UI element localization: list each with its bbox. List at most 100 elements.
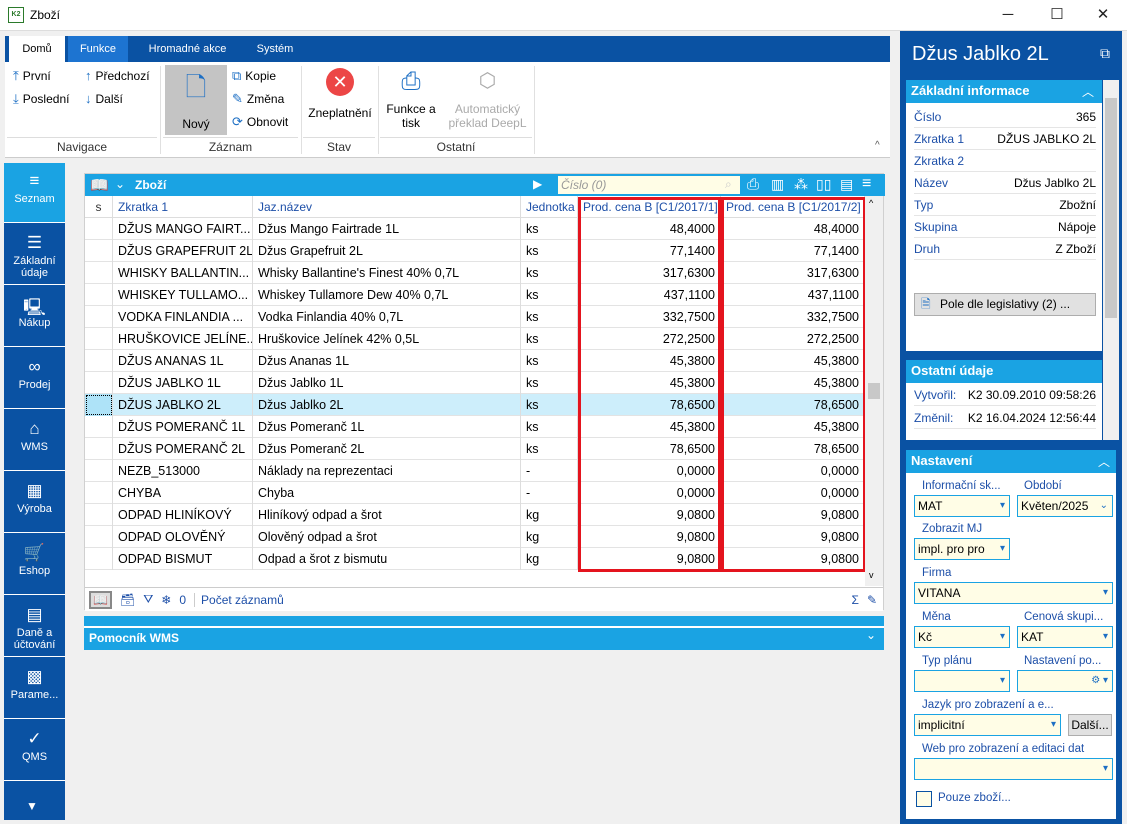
dropdown-icon[interactable]: ▾ [1102,587,1108,598]
table-row[interactable]: DŽUS POMERANČ 1L Džus Pomeranč 1L ks 45,380… [85,416,865,438]
edit-pencil-icon[interactable]: ✎ [866,592,877,607]
table-row[interactable]: CHYBA Chyba -0,0000 0,0000 [85,482,865,504]
scrollbar-thumb[interactable] [868,383,880,399]
mj-input[interactable]: impl. pro pro ▾ [914,538,1010,560]
row-selector[interactable] [85,372,113,394]
chevron-down-icon[interactable]: ⌄ [115,177,126,191]
setting-input[interactable]: ⚙ ▾ [1017,670,1113,692]
printer-icon[interactable]: ⎙ [747,176,760,193]
snowflake-icon[interactable]: ❄ [161,592,172,607]
column-header-2[interactable]: Jaz.název [253,196,521,218]
row-selector[interactable] [85,350,113,372]
row-selector[interactable] [85,218,113,240]
currency-input[interactable]: Kč ▾ [914,626,1010,648]
row-selector[interactable] [85,504,113,526]
basic-info-header[interactable]: Základní informace [906,80,1102,103]
excel-icon[interactable]: ▤ [840,176,854,192]
deepl-button[interactable]: ⬡ Automatický překlad DeepL [445,68,530,130]
maximize-button[interactable]: ☐ [1050,6,1064,23]
nav-more-icon[interactable]: ▼ [26,799,38,813]
column-header-0[interactable]: s [85,196,113,218]
info-input[interactable]: MAT ▾ [914,495,1010,517]
row-selector[interactable] [85,284,113,306]
scroll-down-icon[interactable]: v [869,570,874,580]
record-count-button[interactable]: Počet záznamů [194,592,284,607]
row-selector[interactable] [85,262,113,284]
new-button[interactable]: 🗋 Nový [165,65,227,135]
row-selector[interactable] [85,460,113,482]
tab-hromadne-akce[interactable]: Hromadné akce [148,43,227,55]
copy-button[interactable]: ⧉ Kopie [232,68,276,84]
row-selector[interactable] [85,482,113,504]
row-selector[interactable] [85,394,113,416]
detail-scrollbar[interactable] [1103,80,1119,440]
last-button[interactable]: ⤓ Poslední [13,91,69,107]
dropdown-icon[interactable]: ▾ [999,500,1005,511]
row-selector[interactable] [85,548,113,570]
dropdown-icon[interactable]: ▾ [1050,719,1056,730]
row-selector[interactable] [85,416,113,438]
nav-item-3[interactable]: ∞ Prodej [4,349,65,409]
row-selector[interactable] [85,306,113,328]
first-button[interactable]: ⤒ První [13,68,51,84]
table-row[interactable]: HRUŠKOVICE JELÍNE... Hruškovice Jelínek 4… [85,328,865,350]
search-input[interactable]: Číslo (0) [558,176,740,194]
dropdown-icon[interactable]: ⚙ ▾ [1091,675,1108,686]
dropdown-icon[interactable]: ▾ [999,675,1005,686]
close-button[interactable]: ✕ [1096,6,1110,23]
row-selector[interactable] [85,526,113,548]
book-icon[interactable]: 📖 [90,177,109,194]
table-row[interactable]: DŽUS JABLKO 2L Džus Jablko 2L ks 78,6500 78,… [85,394,865,416]
play-icon[interactable]: ▶ [533,177,543,191]
collapse-icon[interactable]: ︿ [1082,85,1095,99]
nav-item-9[interactable]: ✓ QMS [4,721,65,781]
legislation-button[interactable]: 🗎 Pole dle legislativy (2) ... [914,293,1096,316]
scrollbar-thumb[interactable] [1105,98,1117,318]
web-input[interactable]: ▾ [914,758,1113,780]
table-row[interactable]: DŽUS MANGO FAIRT... Džus Mango Fairtrade … [85,218,865,240]
table-row[interactable]: VODKA FINLANDIA ... Vodka Finlandia 40% 0… [85,306,865,328]
collapse-icon[interactable]: ︿ [1098,455,1111,469]
table-row[interactable]: ODPAD HLINÍKOVÝ Hliníkový odpad a šrot kg 9… [85,504,865,526]
nav-item-7[interactable]: ▤ Daně a účtování [4,597,65,657]
next-button[interactable]: ↓ Další [85,91,123,106]
table-row[interactable]: ODPAD OLOVĚNÝ Olověný odpad a šrot kg 9,080… [85,526,865,548]
scroll-up-icon[interactable]: ^ [869,198,874,208]
edit-button[interactable]: ✎ Změna [232,91,284,107]
nav-item-5[interactable]: ▦ Výroba [4,473,65,533]
table-row[interactable]: WHISKY BALLANTIN... Whisky Ballantine's F… [85,262,865,284]
previous-button[interactable]: ↑ Předchozí [85,68,150,83]
period-input[interactable]: Květen/2025 ⌄ [1017,495,1113,517]
nav-item-2[interactable]: 🖳 Nákup [4,287,65,347]
columns-icon[interactable]: ▯▯ [816,176,832,192]
tab-system[interactable]: Systém [256,43,294,55]
table-row[interactable]: DŽUS POMERANČ 2L Džus Pomeranč 2L ks 78,650… [85,438,865,460]
sum-icon[interactable]: Σ [851,592,859,607]
table-row[interactable]: WHISKEY TULLAMO... Whiskey Tullamore Dew … [85,284,865,306]
other-info-header[interactable]: Ostatní údaje [906,360,1102,383]
menu-icon[interactable]: ≡ [862,175,872,192]
table-row[interactable]: DŽUS GRAPEFRUIT 2L Džus Grapefruit 2L ks 77… [85,240,865,262]
refresh-button[interactable]: ⟳ Obnovit [232,114,288,130]
nav-item-8[interactable]: ▩ Parame... [4,659,65,719]
popout-icon[interactable]: ⧉ [1100,45,1110,61]
dropdown-icon[interactable]: ▾ [999,631,1005,642]
dropdown-icon[interactable]: ⌄ [1099,500,1108,511]
dropdown-icon[interactable]: ▾ [999,543,1005,554]
minimize-button[interactable]: ─ [1002,6,1014,23]
cubes-icon[interactable]: ⁂ [794,176,808,192]
plantype-input[interactable]: ▾ [914,670,1010,692]
book-view-icon[interactable]: 📖 [89,590,112,609]
chart-icon[interactable]: ▥ [771,176,785,192]
pricegroup-input[interactable]: KAT ▾ [1017,626,1113,648]
firm-input[interactable]: VITANA ▾ [914,582,1113,604]
nav-item-6[interactable]: 🛒 Eshop [4,535,65,595]
row-selector[interactable] [85,438,113,460]
row-selector[interactable] [85,328,113,350]
archive-icon[interactable]: 🗃 [119,592,136,607]
row-selector[interactable] [85,240,113,262]
dropdown-icon[interactable]: ▾ [1102,763,1108,774]
filter-icon[interactable]: ⛛ [143,592,154,606]
print-button[interactable]: ⎙ Funkce a tisk [383,68,439,130]
column-header-3[interactable]: Jednotka [521,196,578,218]
